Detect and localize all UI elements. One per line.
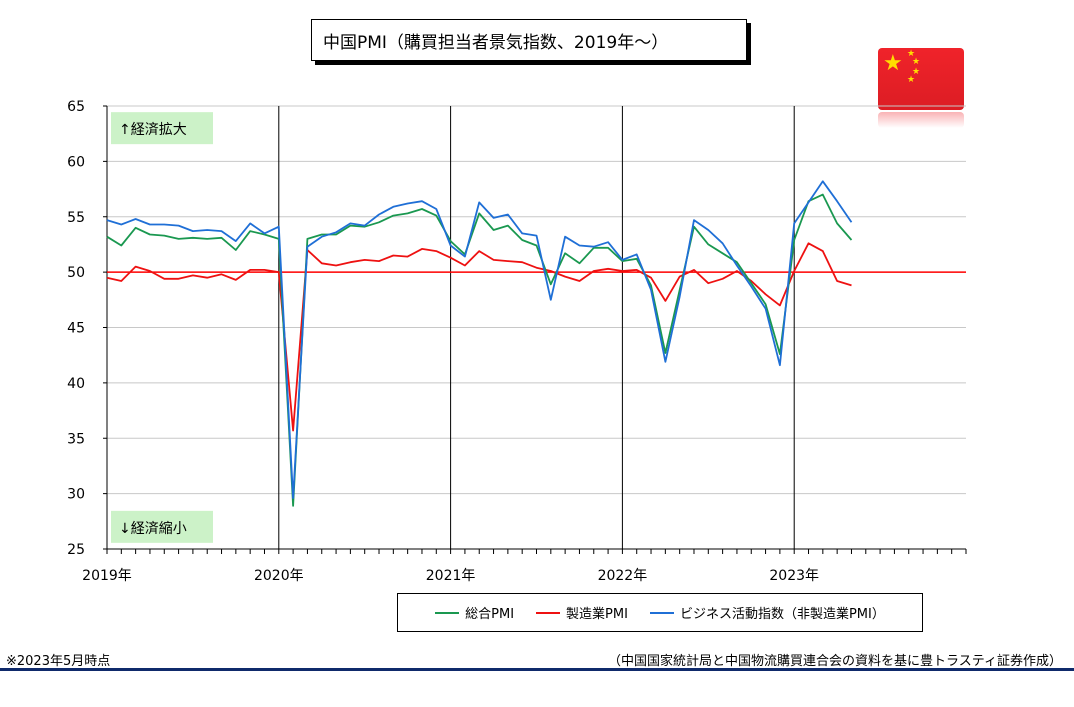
flag-reflection [878, 112, 964, 128]
y-tick-label: 50 [67, 265, 85, 281]
annotation-box [111, 112, 213, 145]
annotation-contraction: ↓経済縮小 [119, 521, 187, 537]
x-tick-label: 2019年 [82, 568, 132, 584]
flag-small-star-icon: ★ [907, 49, 916, 59]
legend-item-composite: 総合PMI [435, 603, 514, 622]
legend-swatch-non-manufacturing [649, 611, 674, 614]
legend-item-manufacturing: 製造業PMI [536, 603, 628, 622]
legend-label-non-manufacturing: ビジネス活動指数（非製造業PMI） [679, 607, 885, 622]
chart-title-box: 中国PMI（購買担当者景気指数、2019年～） [311, 19, 747, 61]
chart-legend: 総合PMI 製造業PMI ビジネス活動指数（非製造業PMI） [397, 593, 923, 632]
composite-pmi-line [106, 193, 853, 507]
legend-label-manufacturing: 製造業PMI [566, 607, 628, 622]
annotation-box [111, 510, 213, 543]
y-tick-label: 25 [67, 542, 85, 558]
y-tick-label: 45 [67, 321, 85, 337]
annotation-expansion: ↑経済拡大 [119, 122, 187, 138]
manufacturing-pmi-line [106, 242, 852, 432]
legend-item-non-manufacturing: ビジネス活動指数（非製造業PMI） [649, 603, 885, 622]
non-manufacturing-pmi-line [106, 180, 853, 500]
y-tick-label: 55 [67, 210, 85, 226]
y-tick-label: 40 [67, 376, 85, 392]
y-tick-label: 30 [67, 487, 85, 503]
legend-label-composite: 総合PMI [465, 607, 515, 622]
chart-title: 中国PMI（購買担当者景気指数、2019年～） [323, 32, 669, 53]
flag-small-star-icon: ★ [907, 75, 916, 85]
y-tick-label: 65 [67, 99, 85, 115]
footnote-date: ※2023年5月時点 [6, 654, 111, 669]
y-tick-label: 60 [67, 154, 85, 170]
x-tick-label: 2023年 [769, 568, 819, 584]
x-tick-label: 2022年 [598, 568, 648, 584]
bottom-rule [0, 668, 1074, 671]
x-tick-label: 2021年 [426, 568, 476, 584]
y-tick-label: 35 [67, 431, 85, 447]
legend-swatch-composite [435, 611, 460, 614]
flag-small-star-icon: ★ [912, 67, 921, 77]
source-note: （中国国家統計局と中国物流購買連合会の資料を基に豊トラスティ証券作成） [608, 654, 1062, 669]
flag-big-star-icon: ★ [883, 51, 903, 76]
x-tick-label: 2020年 [254, 568, 304, 584]
flag-small-star-icon: ★ [912, 57, 921, 67]
legend-swatch-manufacturing [536, 611, 561, 614]
china-flag-icon: ★ ★ ★ ★ ★ [878, 48, 964, 110]
pmi-line-chart: 25 30 35 40 45 50 55 60 65 ↑経済拡大 ↓経済縮小 2019年 2020年 20… [67, 99, 967, 584]
